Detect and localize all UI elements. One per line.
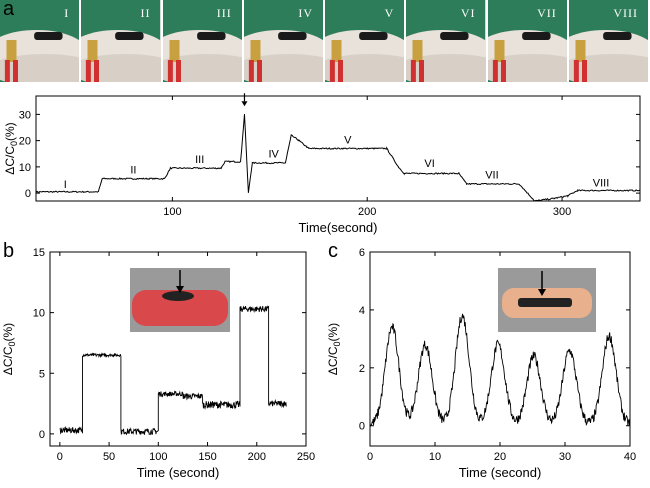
y-tick-label-b: 5 [39, 368, 45, 380]
inset-photo-c [498, 268, 596, 332]
region-label-1: I [64, 179, 67, 191]
y-tick-label-b: 10 [33, 308, 45, 320]
x-tick-label-b: 0 [57, 451, 63, 463]
x-tick-label-b: 250 [297, 451, 315, 463]
arrow-head-a [241, 101, 248, 107]
region-label-3: III [195, 154, 204, 166]
photo-strip: I II III IV V VI VII VIII [0, 0, 650, 82]
x-tick-label-c: 0 [367, 451, 373, 463]
panel-label-c: c [328, 240, 338, 262]
photo-label-1: I [64, 6, 70, 20]
photo-frame-7: VII [487, 0, 567, 82]
x-tick-label-b: 100 [149, 451, 167, 463]
x-axis-label-b: Time (second) [137, 465, 220, 480]
x-tick-label-c: 10 [429, 451, 441, 463]
hand-photo-6 [406, 0, 486, 82]
x-tick-label-b: 50 [103, 451, 115, 463]
panel-label-b: b [3, 240, 15, 262]
panel-label-a: a [3, 0, 15, 20]
x-tick-label-a: 200 [358, 206, 376, 218]
photo-label-5: V [384, 6, 395, 20]
y-axis-label-b: ΔC/C0(%) [1, 323, 17, 375]
x-tick-label-a: 300 [553, 206, 571, 218]
region-label-2: II [130, 164, 136, 176]
photo-frame-3: III [162, 0, 242, 82]
region-label-6: VI [424, 158, 434, 170]
y-tick-label-c: 4 [359, 305, 365, 317]
y-tick-label-a: 10 [19, 162, 31, 174]
x-axis-label-a: Time(second) [299, 220, 378, 235]
plot-frame-b [49, 251, 307, 447]
hand-photo-5 [325, 0, 405, 82]
photo-label-3: III [216, 6, 232, 20]
photo-frame-4: IV [243, 0, 323, 82]
hand-photo-1 [0, 0, 80, 82]
photo-frame-1: I [0, 0, 80, 82]
y-tick-label-b: 0 [39, 429, 45, 441]
y-tick-label-a: 20 [19, 136, 31, 148]
series-line-b [59, 305, 287, 436]
photo-label-7: VII [537, 6, 557, 20]
inset-arrow-head-c [538, 289, 546, 296]
y-tick-label-b: 15 [33, 247, 45, 259]
y-tick-label-a: 0 [25, 188, 31, 200]
photo-label-6: VI [460, 6, 476, 20]
x-tick-label-b: 150 [198, 451, 216, 463]
hand-photo-3 [162, 0, 242, 82]
x-axis-label-c: Time (second) [459, 465, 542, 480]
plot-frame-c [369, 251, 631, 447]
inset-bandage-c [502, 288, 592, 318]
hand-photo-4 [243, 0, 323, 82]
photo-label-8: VIII [613, 6, 638, 20]
y-tick-label-c: 6 [359, 247, 365, 259]
series-line-c [369, 313, 631, 428]
x-tick-label-c: 40 [624, 451, 636, 463]
hand-photo-7 [487, 0, 567, 82]
inset-sensor-c [518, 298, 572, 307]
x-tick-label-c: 20 [494, 451, 506, 463]
plot-frame-a [35, 95, 641, 202]
region-label-8: VIII [593, 178, 610, 190]
photo-label-4: IV [298, 6, 313, 20]
inset-arrow-head-b [176, 286, 184, 293]
y-tick-label-c: 2 [359, 363, 365, 375]
x-tick-label-c: 30 [559, 451, 571, 463]
inset-photo-b [130, 268, 230, 332]
photo-frame-6: VI [406, 0, 486, 82]
x-tick-label-a: 100 [163, 206, 181, 218]
y-axis-label-c: ΔC/C0(%) [326, 323, 342, 375]
photo-frame-8: VIII [568, 0, 648, 82]
region-label-4: IV [269, 149, 280, 161]
inset-tube-b [132, 290, 228, 326]
y-axis-label-a: ΔC/C0(%) [3, 122, 19, 174]
y-tick-label-c: 0 [359, 421, 365, 433]
photo-frame-5: V [325, 0, 405, 82]
y-tick-label-a: 30 [19, 109, 31, 121]
region-label-7: VII [485, 170, 498, 182]
inset-sensor-b [162, 291, 194, 301]
x-tick-label-b: 200 [248, 451, 266, 463]
hand-photo-2 [81, 0, 161, 82]
region-label-5: V [344, 134, 352, 146]
hand-photo-8 [568, 0, 648, 82]
photo-label-2: II [140, 6, 151, 20]
series-line-a [35, 114, 641, 202]
photo-frame-2: II [81, 0, 161, 82]
